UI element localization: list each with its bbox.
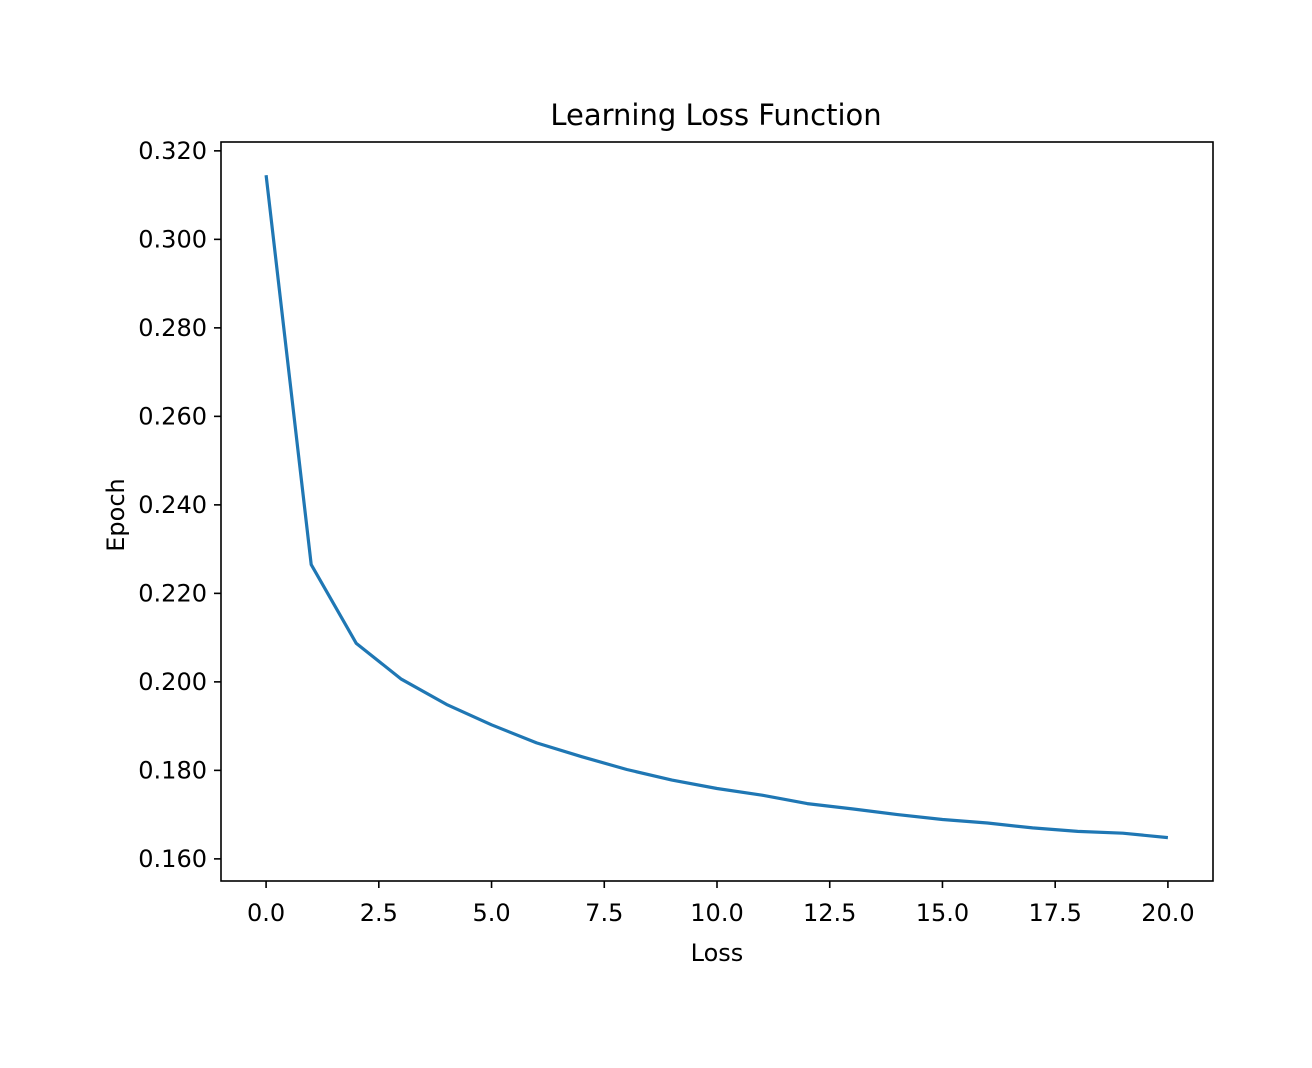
y-tick-label: 0.160: [138, 845, 207, 873]
y-tick-label: 0.260: [138, 402, 207, 430]
x-tick-label: 12.5: [803, 899, 856, 927]
plot-area: [264, 175, 1169, 840]
y-tick-label: 0.220: [138, 579, 207, 607]
y-tick-label: 0.240: [138, 491, 207, 519]
y-tick-label: 0.280: [138, 314, 207, 342]
chart-title: Learning Loss Function: [550, 98, 881, 132]
x-tick-label: 15.0: [916, 899, 969, 927]
x-tick-label: 7.5: [585, 899, 623, 927]
y-tick-label: 0.200: [138, 668, 207, 696]
x-tick-label: 10.0: [690, 899, 743, 927]
y-tick-label: 0.300: [138, 225, 207, 253]
y-axis-label: Epoch: [102, 478, 130, 552]
x-tick-label: 5.0: [472, 899, 510, 927]
x-axis-label: Loss: [691, 939, 744, 967]
y-tick-label: 0.320: [138, 137, 207, 165]
series-line: [264, 175, 1169, 840]
y-tick-label: 0.180: [138, 756, 207, 784]
x-tick-label: 2.5: [360, 899, 398, 927]
y-axis: 0.160 0.180 0.200 0.220 0.240 0.260 0.280 0.300…: [138, 137, 221, 873]
x-tick-label: 17.5: [1028, 899, 1081, 927]
x-tick-label: 0.0: [247, 899, 285, 927]
x-axis: 0.0 2.5 5.0 7.5 10.0 12.5 15.0 17.5 20.0: [247, 881, 1195, 927]
x-tick-label: 20.0: [1141, 899, 1194, 927]
